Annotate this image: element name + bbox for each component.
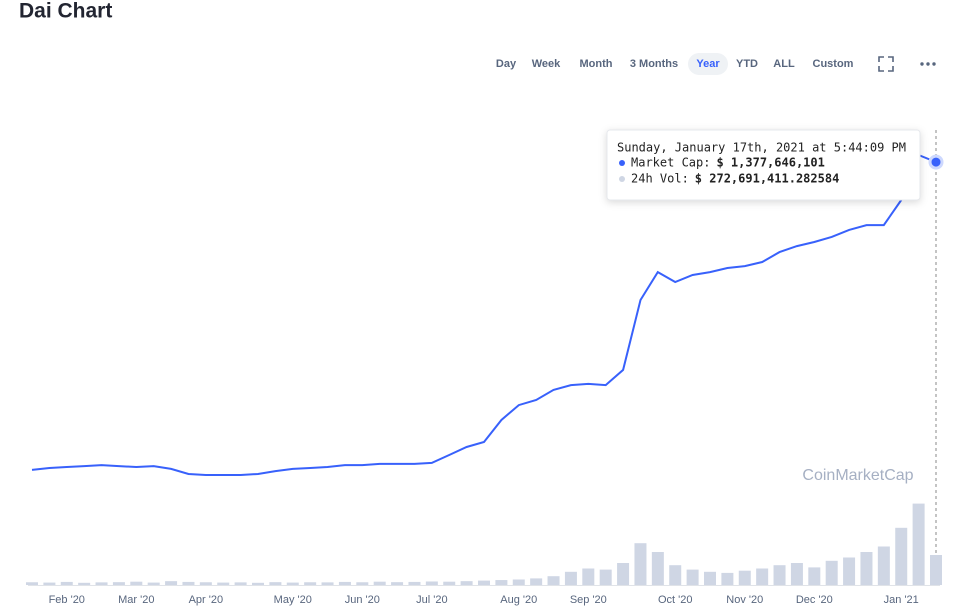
x-tick-label: Jul '20	[416, 594, 447, 606]
volume-bar	[356, 582, 369, 585]
volume-bar	[199, 582, 212, 585]
tooltip: Sunday, January 17th, 2021 at 5:44:09 PM…	[606, 129, 921, 201]
volume-bar	[756, 568, 769, 585]
volume-bar	[582, 568, 595, 585]
volume-bar	[443, 581, 456, 585]
volume-bar	[78, 582, 91, 585]
more-icon[interactable]	[920, 62, 936, 66]
volume-bar	[391, 582, 404, 585]
tooltip-label: Market Cap:	[631, 156, 710, 170]
volume-bar	[460, 581, 473, 585]
volume-bar	[512, 579, 525, 585]
chart-title: Dai Chart	[19, 0, 112, 23]
volume-bar	[304, 582, 317, 585]
volume-bar	[912, 503, 925, 585]
x-tick-label: Dec '20	[796, 594, 833, 606]
hover-point	[928, 154, 944, 170]
x-tick-label: Sep '20	[570, 594, 607, 606]
volume-bar	[860, 552, 873, 585]
volume-bar	[547, 576, 560, 585]
volume-bar	[825, 560, 838, 585]
volume-bar	[651, 552, 664, 585]
volume-bar	[95, 582, 108, 585]
x-tick-label: Feb '20	[49, 594, 85, 606]
x-tick-label: Mar '20	[118, 594, 154, 606]
range-button[interactable]: YTD	[736, 58, 758, 70]
volume-bar	[843, 557, 856, 585]
volume-bar	[877, 546, 890, 585]
volume-bar	[704, 571, 716, 585]
volume-bar	[895, 527, 908, 585]
market-cap-line	[31, 153, 937, 476]
range-button[interactable]: Custom	[813, 58, 854, 70]
volume-bar	[530, 578, 543, 585]
volume-bar	[286, 582, 299, 585]
volume-bar	[495, 580, 508, 585]
range-button[interactable]: Day	[496, 58, 517, 70]
range-button[interactable]: 3 Months	[630, 58, 678, 70]
volume-bar	[808, 567, 821, 585]
volume-bar	[617, 563, 630, 585]
volume-bar	[26, 582, 38, 585]
volume-bar	[321, 582, 334, 585]
x-tick-label: Nov '20	[726, 594, 763, 606]
tooltip-swatch	[619, 176, 625, 182]
volume-bar	[43, 582, 56, 585]
volume-bar	[182, 581, 195, 585]
tooltip-swatch	[619, 160, 625, 166]
volume-bar	[252, 582, 264, 585]
tooltip-title: Sunday, January 17th, 2021 at 5:44:09 PM	[617, 141, 906, 155]
volume-bar	[634, 543, 647, 585]
tooltip-box	[606, 129, 921, 201]
range-button[interactable]: Week	[532, 58, 561, 70]
volume-bar	[669, 565, 682, 585]
volume-bar	[790, 563, 803, 585]
watermark: CoinMarketCap	[802, 467, 913, 484]
volume-bar	[217, 582, 230, 585]
x-tick-label: Jan '21	[884, 594, 919, 606]
volume-bar	[408, 581, 421, 585]
volume-bar	[478, 580, 490, 585]
volume-bar	[234, 582, 247, 585]
x-tick-label: May '20	[274, 594, 312, 606]
volume-bar	[165, 581, 178, 585]
tooltip-label: 24h Vol:	[631, 172, 689, 186]
volume-bar	[269, 582, 282, 585]
x-tick-label: Apr '20	[189, 594, 224, 606]
volume-bar	[425, 581, 438, 585]
active-range-bg	[688, 53, 728, 75]
range-button[interactable]: ALL	[773, 58, 795, 70]
volume-bar	[147, 582, 160, 585]
volume-bar	[599, 569, 612, 585]
volume-bar	[60, 581, 73, 585]
volume-bar	[721, 572, 734, 585]
volume-bar	[373, 581, 386, 585]
volume-bar	[564, 571, 577, 585]
volume-bar	[738, 570, 751, 585]
tooltip-value: $ 272,691,411.282584	[695, 172, 840, 186]
volume-bar	[338, 581, 351, 585]
x-tick-label: Aug '20	[500, 594, 537, 606]
x-tick-label: Jun '20	[345, 594, 380, 606]
volume-bar	[112, 582, 125, 585]
volume-bar	[686, 569, 699, 585]
volume-bar	[130, 581, 143, 585]
volume-bar	[930, 555, 942, 585]
range-button[interactable]: Month	[580, 58, 613, 70]
fullscreen-icon[interactable]	[878, 56, 894, 72]
tooltip-value: $ 1,377,646,101	[716, 156, 824, 170]
range-button[interactable]: Year	[696, 58, 720, 70]
volume-bar	[773, 565, 786, 585]
x-tick-label: Oct '20	[658, 594, 693, 606]
